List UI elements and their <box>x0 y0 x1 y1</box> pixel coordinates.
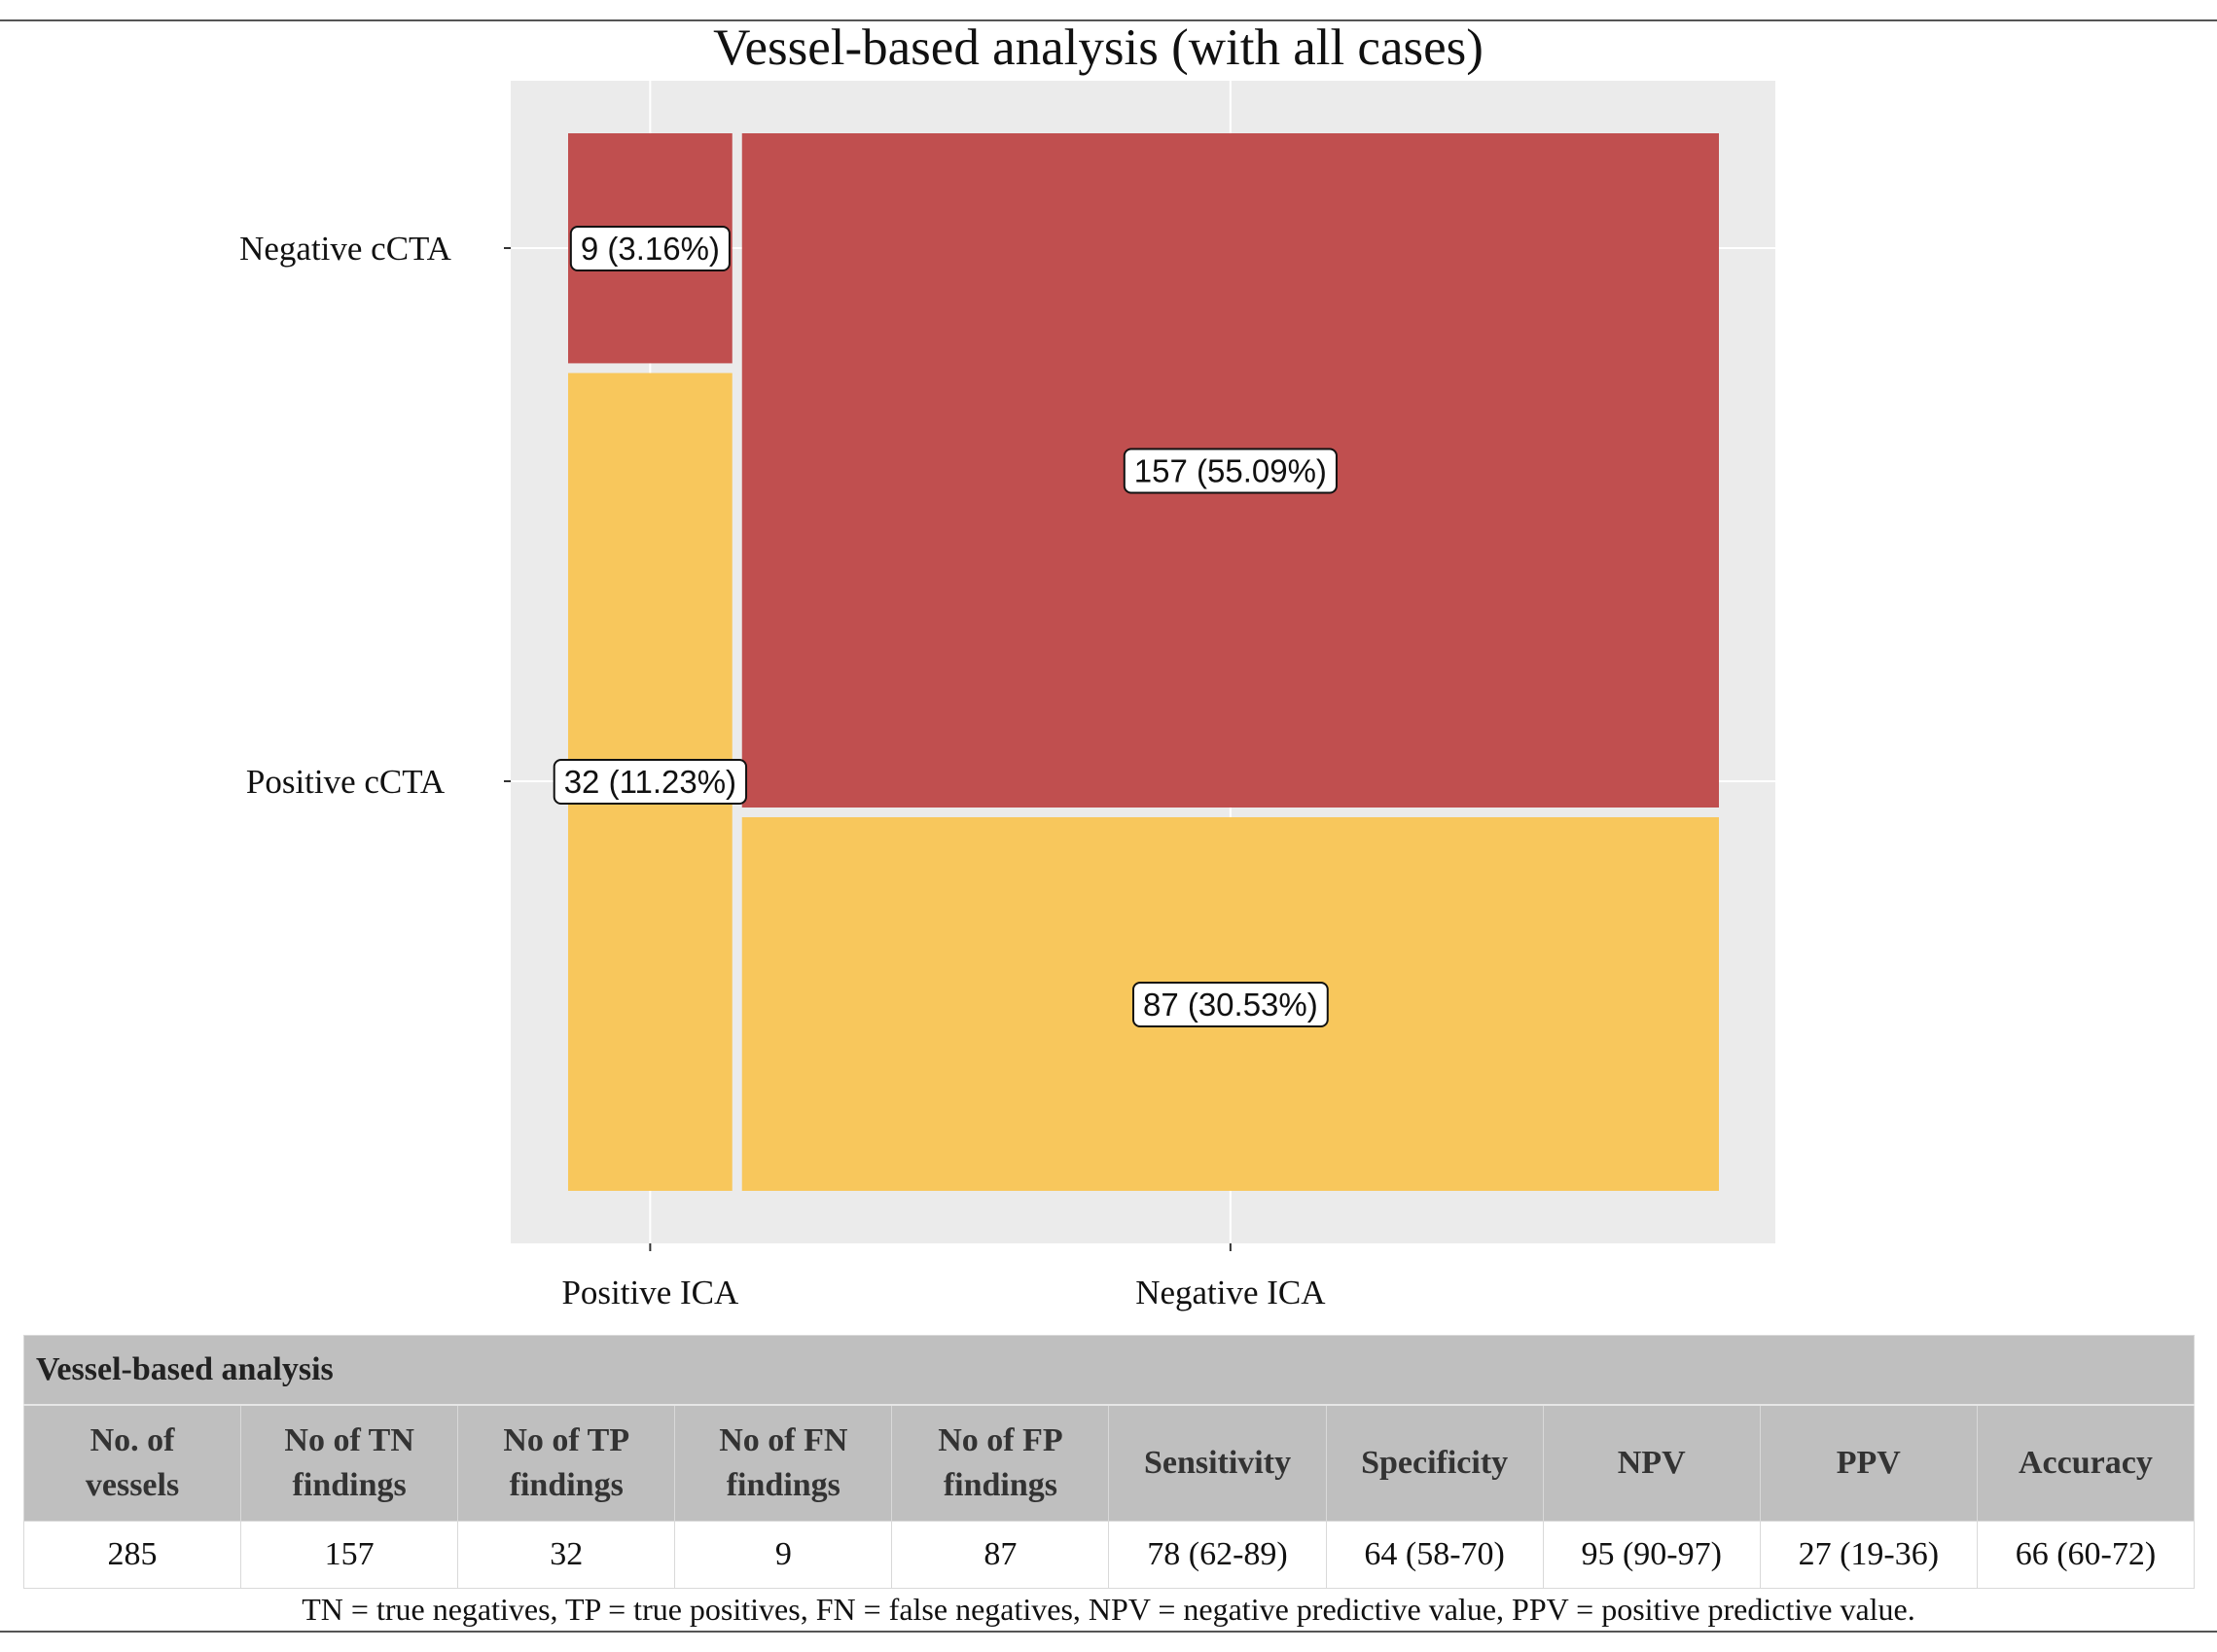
table-cell: 27 (19-36) <box>1759 1521 1978 1589</box>
mosaic-chart: Vessel-based analysis (with all cases) 9… <box>239 19 1775 1311</box>
x-tick-label-positive-ica: Positive ICA <box>561 1274 739 1311</box>
cell-label-box <box>1131 981 1329 1027</box>
y-tick-label-negative-ccta: Negative cCTA <box>239 230 452 268</box>
axes: Negative cCTA Positive cCTA Positive ICA Ne… <box>239 230 1326 1311</box>
table-cell: 157 <box>240 1521 459 1589</box>
column-header: No of FN findings <box>674 1404 893 1522</box>
column-header: Specificity <box>1325 1404 1544 1522</box>
table-cell: 32 <box>457 1521 676 1589</box>
bottom-rule <box>0 1631 2217 1633</box>
table-cell: 78 (62-89) <box>1108 1521 1327 1589</box>
column-header-text: Specificity <box>1361 1445 1509 1481</box>
cell-label-text: 87 (30.53%) <box>1143 987 1318 1023</box>
column-header: NPV <box>1542 1404 1761 1522</box>
column-header-text: No of FP <box>938 1422 1063 1458</box>
table-cell: 285 <box>22 1521 242 1589</box>
column-header-text: findings <box>509 1467 624 1503</box>
column-header: Accuracy <box>1976 1404 2196 1522</box>
y-tick-label-positive-ccta: Positive cCTA <box>246 763 446 801</box>
table-header-row: No. of vessels No of TN findings No of TP fin… <box>22 1404 2196 1522</box>
x-tick-label-negative-ica: Negative ICA <box>1135 1274 1326 1311</box>
column-header-text: findings <box>726 1467 840 1503</box>
column-header-text: No of TP <box>503 1422 630 1458</box>
table-cell: 64 (58-70) <box>1325 1521 1544 1589</box>
cell-label-negative-ica-positive-ccta: 87 (30.53%) <box>1131 981 1329 1027</box>
column-header: Sensitivity <box>1108 1404 1327 1522</box>
column-header-text: vessels <box>85 1467 180 1503</box>
table-cell: 87 <box>891 1521 1110 1589</box>
cell-label-text: 157 (55.09%) <box>1134 452 1327 488</box>
column-header-text: No of FN <box>719 1422 848 1458</box>
table-row: 285 157 32 9 87 78 (62-89) 64 (58-70) 95 (90-97… <box>22 1521 2196 1589</box>
table-cell: 9 <box>674 1521 893 1589</box>
cell-label-positive-ica-positive-ccta: 32 (11.23%) <box>553 759 748 805</box>
column-header-text: No of TN <box>284 1422 414 1458</box>
column-header: No of FP findings <box>891 1404 1110 1522</box>
vessel-analysis-table: Vessel-based analysis No. of vessels No of… <box>22 1335 2196 1589</box>
column-header-text: PPV <box>1836 1445 1901 1481</box>
cell-labels: 9 (3.16%) 32 (11.23%) 157 (55.09%) 87 (30.5… <box>553 226 1338 1027</box>
column-header-text: findings <box>292 1467 407 1503</box>
column-header: PPV <box>1759 1404 1978 1522</box>
table-footnote: TN = true negatives, TP = true positives… <box>302 1592 1915 1627</box>
column-header: No of TP findings <box>457 1404 676 1522</box>
table-caption: Vessel-based analysis <box>23 1335 2195 1406</box>
cell-label-box <box>553 759 748 805</box>
column-header-text: Sensitivity <box>1143 1445 1292 1481</box>
column-header-text: NPV <box>1617 1445 1686 1481</box>
cell-label-text: 32 (11.23%) <box>564 764 736 800</box>
column-header: No. of vessels <box>22 1404 242 1522</box>
cell-label-box <box>1123 448 1338 494</box>
table-cell: 95 (90-97) <box>1542 1521 1761 1589</box>
column-header-text: Accuracy <box>2019 1445 2153 1481</box>
column-header: No of TN findings <box>240 1404 459 1522</box>
table-cell: 66 (60-72) <box>1976 1521 2196 1589</box>
chart-title: Vessel-based analysis (with all cases) <box>713 19 1484 76</box>
cell-label-box <box>569 226 731 271</box>
top-rule <box>0 19 2217 21</box>
column-header-text: findings <box>943 1467 1058 1503</box>
column-header-text: No. of <box>89 1422 175 1458</box>
cell-label-positive-ica-negative-ccta: 9 (3.16%) <box>569 226 731 271</box>
cell-label-text: 9 (3.16%) <box>581 231 720 267</box>
cell-label-negative-ica-negative-ccta: 157 (55.09%) <box>1123 448 1338 494</box>
